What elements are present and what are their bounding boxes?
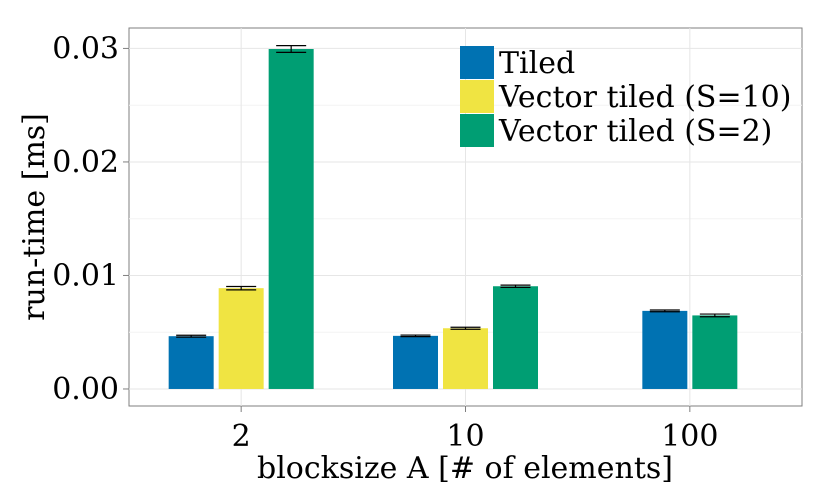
bar — [268, 49, 314, 389]
bar — [393, 335, 438, 389]
x-axis-title: blocksize A [# of elements] — [257, 451, 673, 486]
bar — [642, 310, 688, 389]
legend-key — [460, 114, 494, 147]
legend-label: Vector tiled (S=10) — [498, 80, 791, 115]
x-tick-label: 10 — [446, 419, 484, 454]
y-tick-label: 0.02 — [52, 145, 119, 180]
bar — [443, 328, 488, 389]
x-axis: 2 10 100 — [232, 406, 718, 454]
x-tick-label: 2 — [232, 419, 251, 454]
error-bars — [176, 44, 730, 338]
legend-label: Tiled — [499, 46, 575, 81]
y-axis-title: run-time [ms] — [17, 113, 52, 321]
bar — [218, 288, 264, 389]
bar — [168, 336, 214, 389]
bar — [493, 286, 538, 389]
legend-label: Vector tiled (S=2) — [498, 114, 772, 149]
bar — [692, 315, 738, 389]
y-tick-label: 0.01 — [52, 258, 119, 293]
legend-key — [460, 80, 494, 113]
bars — [168, 49, 738, 389]
y-tick-label: 0.03 — [52, 31, 119, 66]
legend-key — [460, 46, 494, 79]
y-axis: 0.00 0.01 0.02 0.03 — [52, 31, 129, 407]
x-tick-label: 100 — [661, 419, 718, 454]
y-tick-label: 0.00 — [52, 372, 119, 407]
